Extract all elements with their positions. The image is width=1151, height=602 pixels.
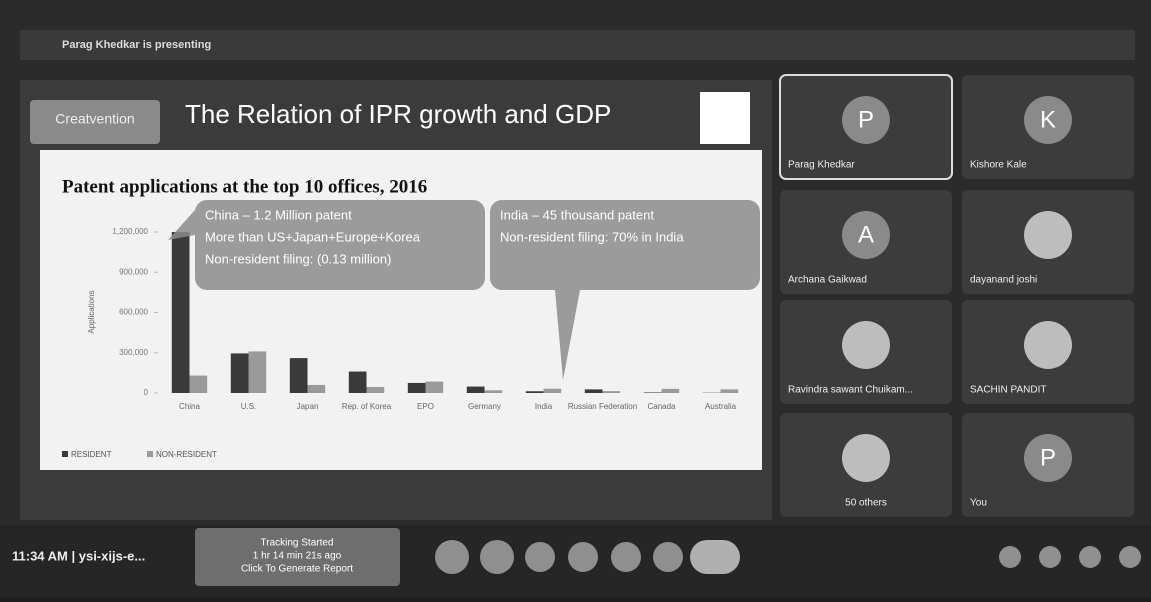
avatar-initial: A — [858, 221, 874, 248]
x-tick-label: EPO — [417, 402, 434, 411]
x-tick-label: India — [535, 402, 553, 411]
x-tick-label: Japan — [297, 402, 319, 411]
mic-button[interactable] — [435, 540, 469, 574]
legend-swatch — [62, 451, 68, 457]
bar — [308, 385, 326, 393]
activities-button[interactable] — [1119, 546, 1141, 568]
y-tick-label: 1,200,000 — [112, 227, 148, 236]
x-tick-label: Rep. of Korea — [342, 402, 392, 411]
emblem — [700, 92, 750, 144]
x-tick-label: U.S. — [241, 402, 257, 411]
callout-text: China – 1.2 Million patent — [205, 207, 352, 222]
y-axis-label: Applications — [87, 290, 96, 333]
avatar — [1024, 211, 1072, 259]
captions-button[interactable] — [525, 542, 555, 572]
leave-button[interactable] — [690, 540, 740, 574]
x-tick-label: Australia — [705, 402, 737, 411]
bar — [290, 358, 308, 393]
tracking-text: 1 hr 14 min 21s ago — [253, 551, 342, 562]
callout-text: More than US+Japan+Europe+Korea — [205, 229, 421, 244]
slide-white — [40, 150, 762, 470]
legend-label: RESIDENT — [71, 450, 112, 459]
chat-button[interactable] — [1079, 546, 1101, 568]
camera-button[interactable] — [480, 540, 514, 574]
x-tick-label: Germany — [468, 402, 501, 411]
y-tick-label: 0 — [144, 388, 149, 397]
callout-text: Non-resident filing: 70% in India — [500, 229, 684, 244]
raise-hand-button[interactable] — [568, 542, 598, 572]
bar — [249, 351, 267, 393]
bar — [721, 389, 739, 393]
more-button[interactable] — [653, 542, 683, 572]
participant-name: 50 others — [845, 498, 887, 509]
bar — [585, 389, 603, 393]
y-tick-label: 900,000 — [119, 267, 148, 276]
legend-label: NON-RESIDENT — [156, 450, 217, 459]
participant-name: Parag Khedkar — [788, 160, 855, 171]
tracking-text: Tracking Started — [261, 538, 334, 549]
bar — [408, 383, 426, 393]
bar — [426, 382, 444, 393]
bar — [467, 387, 485, 393]
x-tick-label: Russian Federation — [568, 402, 637, 411]
avatar-initial: P — [858, 106, 874, 133]
clock: 11:34 AM | ysi-xijs-e... — [12, 548, 145, 563]
y-tick-label: 600,000 — [119, 308, 148, 317]
participant-name: Archana Gaikwad — [788, 275, 867, 286]
logo-text: Creatvention — [55, 111, 134, 127]
y-tick-label: 300,000 — [119, 348, 148, 357]
tracking-text: Click To Generate Report — [241, 564, 353, 575]
avatar-initial: P — [1040, 444, 1056, 471]
avatar — [1024, 321, 1072, 369]
bar — [231, 353, 249, 393]
bar — [172, 232, 190, 393]
participant-name: You — [970, 498, 987, 509]
participant-name: Kishore Kale — [970, 160, 1027, 171]
present-button[interactable] — [611, 542, 641, 572]
banner-text: Parag Khedkar is presenting — [62, 39, 211, 51]
participant-name: Ravindra sawant Chuikam... — [788, 385, 913, 396]
slide-title: The Relation of IPR growth and GDP — [185, 99, 611, 129]
callout-text: Non-resident filing: (0.13 million) — [205, 251, 391, 266]
bar — [526, 391, 544, 393]
bar — [349, 372, 367, 393]
bar — [485, 390, 503, 393]
participant-name: dayanand joshi — [970, 275, 1037, 286]
bar — [662, 389, 680, 393]
avatar-initial: K — [1040, 106, 1056, 133]
bar — [603, 391, 621, 393]
bar — [190, 376, 208, 393]
bar — [544, 389, 562, 393]
people-button[interactable] — [1039, 546, 1061, 568]
x-tick-label: Canada — [647, 402, 676, 411]
avatar — [842, 321, 890, 369]
callout-text: India – 45 thousand patent — [500, 207, 654, 222]
legend-swatch — [147, 451, 153, 457]
info-button[interactable] — [999, 546, 1021, 568]
bar — [367, 387, 385, 393]
bar — [644, 392, 662, 393]
avatar — [842, 434, 890, 482]
x-tick-label: China — [179, 402, 200, 411]
chart-title: Patent applications at the top 10 office… — [62, 176, 427, 197]
participant-name: SACHIN PANDIT — [970, 385, 1047, 396]
